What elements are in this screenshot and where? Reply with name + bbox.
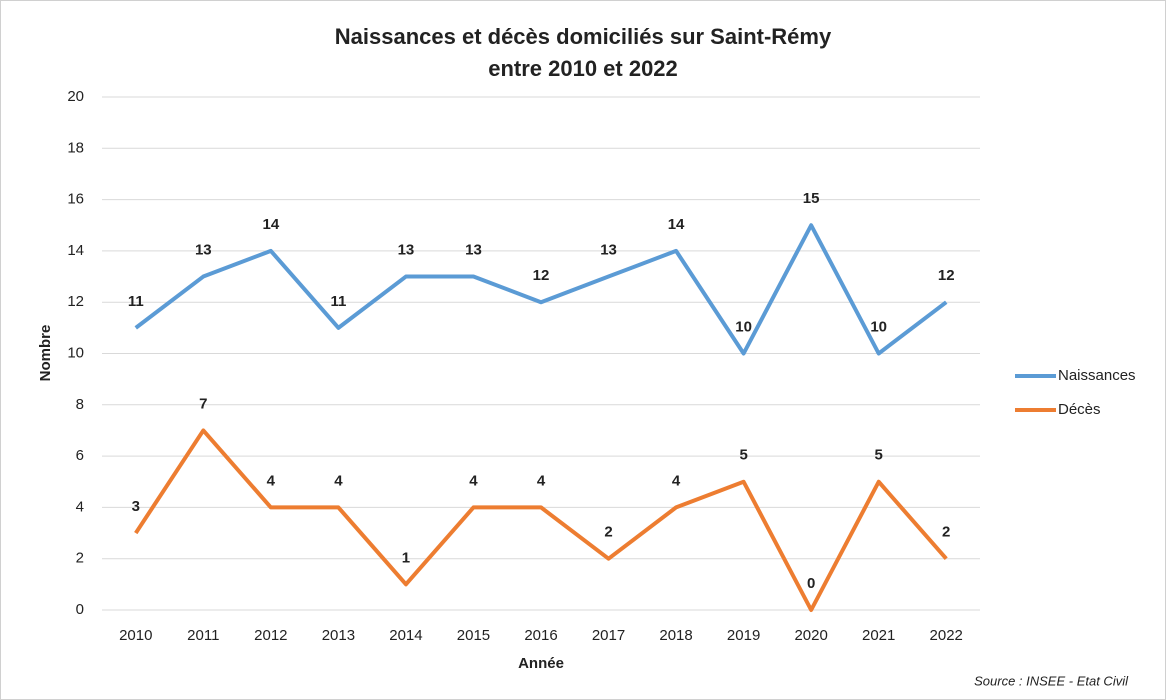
x-axis-label: Année: [518, 655, 564, 672]
data-label: 11: [330, 293, 346, 310]
data-label: 5: [739, 447, 747, 464]
y-tick-label: 18: [67, 139, 84, 156]
data-label: 13: [465, 242, 482, 259]
x-tick-label: 2018: [659, 627, 692, 644]
chart-title: Naissances et décès domiciliés sur Saint…: [335, 24, 832, 49]
data-label: 13: [195, 242, 212, 259]
data-label: 4: [334, 472, 343, 489]
y-tick-label: 6: [76, 447, 84, 464]
data-label: 4: [672, 472, 681, 489]
data-label: 12: [533, 267, 550, 284]
y-tick-label: 12: [67, 293, 84, 310]
legend-label: Naissances: [1058, 367, 1136, 384]
y-tick-label: 16: [67, 191, 84, 208]
data-label: 15: [803, 190, 820, 207]
data-label: 11: [128, 293, 144, 310]
data-label: 13: [398, 242, 415, 259]
y-tick-label: 10: [67, 344, 84, 361]
x-tick-label: 2020: [794, 627, 827, 644]
data-label: 2: [942, 524, 950, 541]
data-label: 14: [668, 216, 685, 233]
legend-label: Décès: [1058, 401, 1101, 418]
data-label: 7: [199, 395, 207, 412]
data-label: 4: [469, 472, 478, 489]
x-tick-label: 2012: [254, 627, 287, 644]
series-line: [134, 428, 948, 612]
x-tick-label: 2016: [524, 627, 557, 644]
y-axis-label: Nombre: [37, 325, 54, 382]
y-tick-label: 20: [67, 88, 84, 105]
data-label: 0: [807, 575, 815, 592]
y-tick-label: 4: [76, 498, 84, 515]
x-tick-label: 2015: [457, 627, 490, 644]
x-tick-label: 2013: [322, 627, 355, 644]
data-label: 13: [600, 242, 617, 259]
data-label: 10: [870, 318, 887, 335]
y-tick-label: 0: [76, 601, 84, 618]
x-tick-label: 2014: [389, 627, 422, 644]
y-tick-label: 8: [76, 396, 84, 413]
x-tick-label: 2019: [727, 627, 760, 644]
data-label: 2: [604, 524, 612, 541]
data-label: 3: [132, 498, 140, 515]
x-tick-label: 2010: [119, 627, 152, 644]
y-tick-label: 2: [76, 550, 84, 567]
data-label: 5: [875, 447, 883, 464]
x-tick-label: 2022: [930, 627, 963, 644]
series-line: [134, 223, 948, 356]
data-label: 14: [263, 216, 280, 233]
data-label: 4: [537, 472, 546, 489]
data-label: 12: [938, 267, 955, 284]
chart-title: entre 2010 et 2022: [488, 56, 678, 81]
x-tick-label: 2011: [187, 627, 219, 644]
data-label: 4: [267, 472, 276, 489]
data-label: 1: [402, 549, 410, 566]
x-tick-label: 2017: [592, 627, 625, 644]
y-tick-label: 14: [67, 242, 84, 259]
x-tick-label: 2021: [862, 627, 895, 644]
source: Source : INSEE - Etat Civil: [974, 673, 1129, 688]
data-label: 10: [735, 318, 752, 335]
